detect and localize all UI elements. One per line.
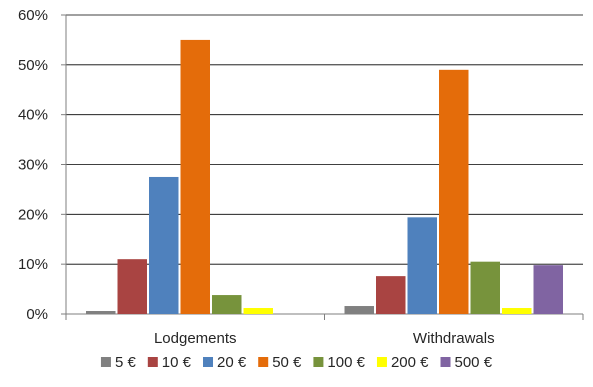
legend-swatch [440, 357, 451, 367]
bar [407, 217, 437, 314]
bar [439, 69, 469, 314]
legend-label: 50 € [272, 354, 302, 371]
y-tick-label: 50% [18, 57, 48, 74]
y-tick-label: 10% [18, 256, 48, 273]
y-tick-label: 40% [18, 107, 48, 124]
legend-swatch [100, 357, 111, 367]
bar [344, 306, 374, 314]
y-tick-label: 20% [18, 206, 48, 223]
y-tick-label: 30% [18, 157, 48, 174]
x-category-label: Withdrawals [413, 330, 495, 347]
y-tick-label: 60% [18, 7, 48, 24]
bar [470, 261, 500, 314]
bars [86, 39, 563, 315]
legend-swatch [203, 357, 214, 367]
bar [533, 265, 563, 314]
bar [376, 276, 406, 314]
legend-swatch [258, 357, 269, 367]
bar [212, 295, 242, 314]
legend-label: 200 € [391, 354, 429, 371]
legend-label: 500 € [455, 354, 493, 371]
legend-label: 20 € [217, 354, 247, 371]
legend-label: 100 € [327, 354, 365, 371]
bar [86, 311, 116, 314]
legend-label: 10 € [162, 354, 192, 371]
legend-swatch [313, 357, 324, 367]
gridlines [66, 14, 583, 265]
legend-label: 5 € [115, 354, 137, 371]
legend-swatch [376, 357, 387, 367]
bar [149, 176, 179, 314]
bar [502, 308, 532, 314]
axis-labels: 0% 10% 20% 30% 40% 50% 60% Lodgements Withdrawal… [18, 7, 495, 347]
legend: 5 € 10 € 20 € 50 € 100 € 200 € 500 € [100, 354, 493, 371]
bar [180, 39, 210, 315]
legend-swatch [147, 357, 158, 367]
y-tick-label: 0% [26, 306, 48, 323]
bar [117, 259, 147, 314]
x-category-label: Lodgements [154, 330, 237, 347]
bar [243, 308, 273, 314]
